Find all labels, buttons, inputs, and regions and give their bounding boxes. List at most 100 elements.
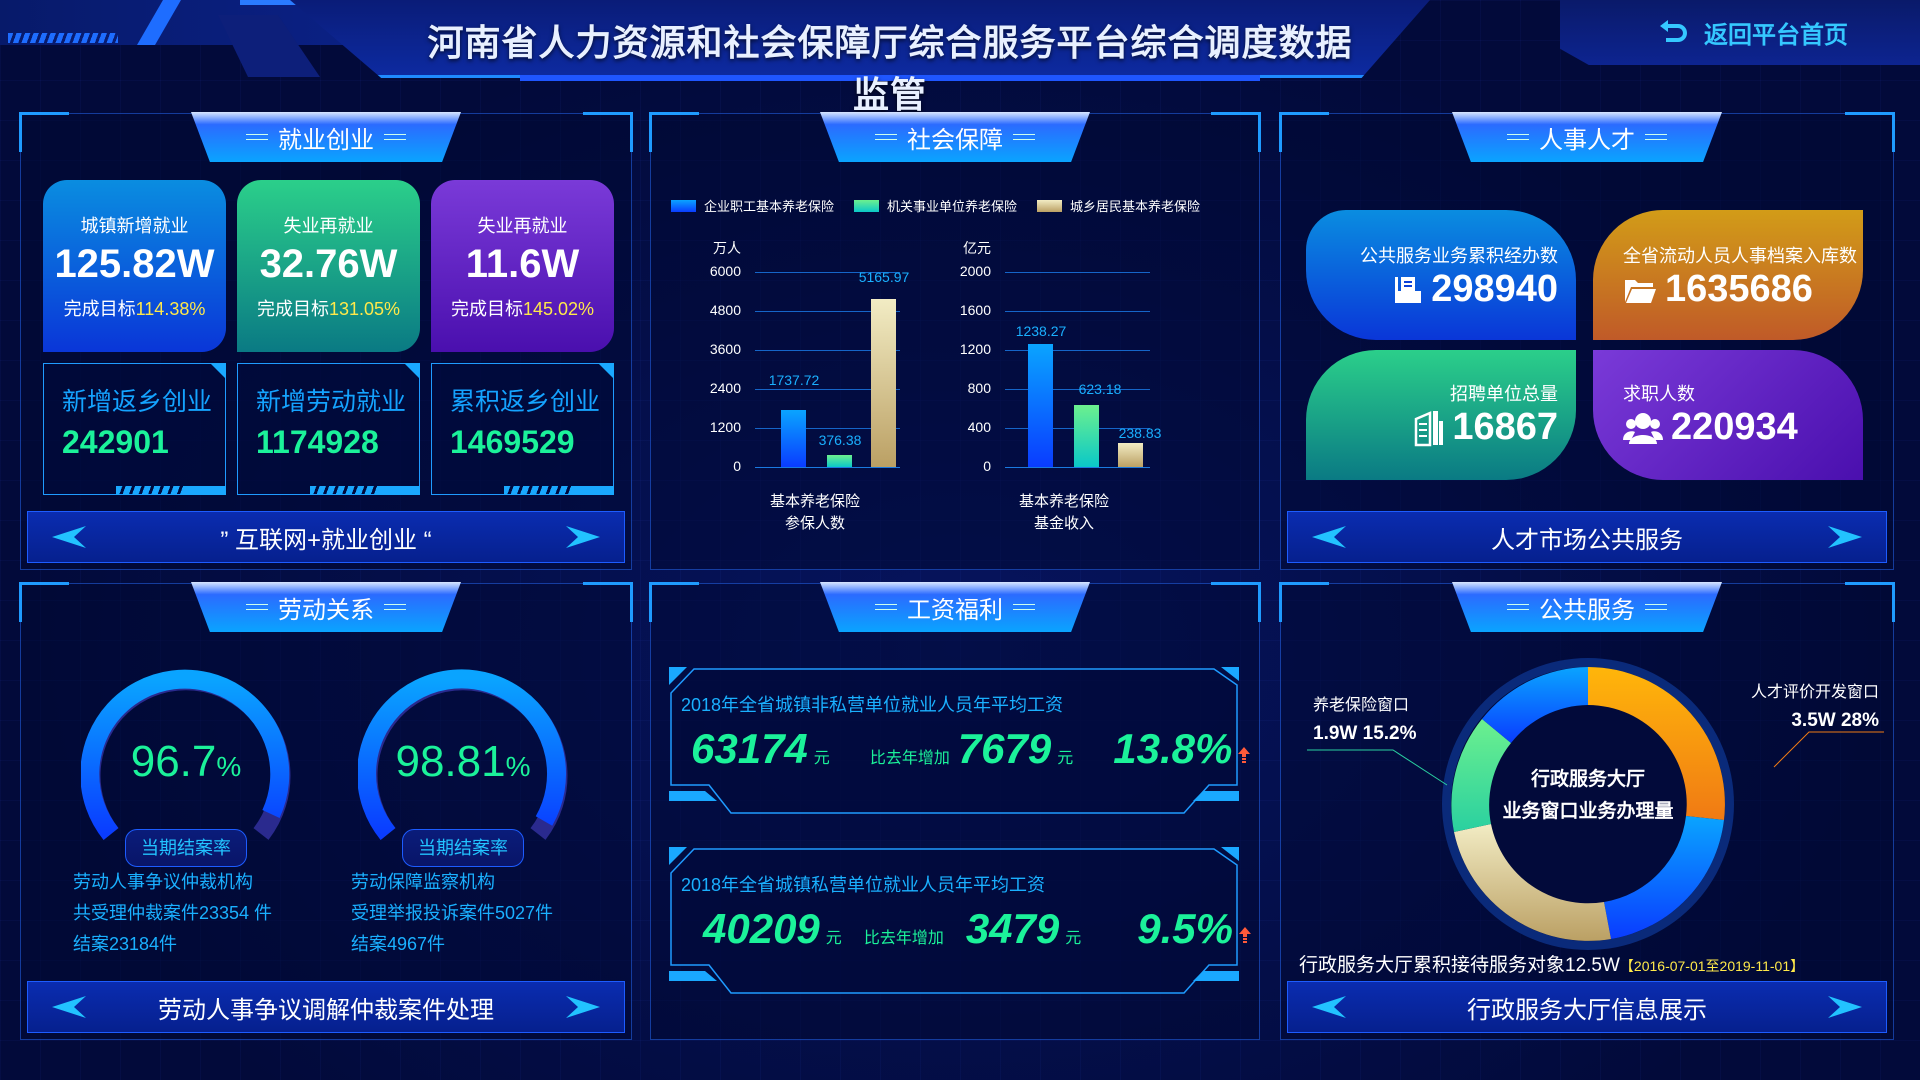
- next-arrow-icon[interactable]: [1828, 996, 1862, 1018]
- service-summary: 行政服务大厅累积接待服务对象12.5W【2016-07-01至2019-11-0…: [1299, 950, 1804, 977]
- gauge-info-inspection: 劳动保障监察机构 受理举报投诉案件5027件 结案4967件: [351, 867, 553, 960]
- stat-box-new-return-entrepreneurship: 新增返乡创业 242901: [43, 363, 226, 495]
- gridline: [1005, 389, 1150, 390]
- header: 河南省人力资源和社会保障厅综合服务平台综合调度数据监管: [0, 0, 1920, 115]
- legend-swatch: [671, 199, 696, 212]
- card-label: 招聘单位总量: [1450, 384, 1558, 404]
- unit: 元: [1057, 750, 1074, 767]
- stat-card-recruiting-units: 招聘单位总量 16867: [1306, 350, 1576, 480]
- info-line: 劳动保障监察机构: [351, 872, 495, 892]
- gauge-arc: [357, 669, 568, 840]
- legend-item[interactable]: 企业职工基本养老保险: [671, 196, 834, 215]
- corner-triangle: [404, 363, 420, 379]
- building-icon: [1415, 410, 1444, 446]
- y-tick: 1200: [709, 419, 741, 435]
- card-value-row: 298940: [1306, 268, 1558, 311]
- card-value: 16867: [1452, 406, 1558, 448]
- bar-urban-rural[interactable]: [1118, 443, 1143, 467]
- stat-label: 新增劳动就业: [256, 388, 407, 416]
- unit: 元: [825, 930, 842, 947]
- folder-icon: [1625, 279, 1656, 303]
- panel-social-security: 社会保障 企业职工基本养老保险 机关事业单位养老保险 城乡居民基本养老保险 万人…: [649, 112, 1261, 570]
- stripe-decoration: [574, 486, 614, 495]
- corner-decoration: [583, 112, 633, 152]
- stat-card-public-service-cases: 公共服务业务累积经办数 298940: [1306, 210, 1576, 340]
- card-target: 完成目标145.02%: [431, 295, 614, 321]
- corner-decoration: [1279, 112, 1329, 152]
- dash-decoration: [384, 604, 406, 610]
- stripe-decoration: [116, 486, 226, 495]
- bar-value-label: 238.83: [1118, 425, 1162, 441]
- back-to-home-button[interactable]: 返回平台首页: [1560, 0, 1920, 65]
- x-axis-label-line: 基本养老保险: [1018, 493, 1109, 510]
- prev-arrow-icon[interactable]: [1312, 526, 1346, 548]
- leader-lines: [1307, 731, 1884, 786]
- bar-enterprise[interactable]: [781, 410, 806, 467]
- wage-card-private: 2018年全省城镇私营单位就业人员年平均工资 40209 元 比去年增加 347…: [669, 847, 1252, 995]
- compare-label: 比去年增加: [863, 930, 944, 947]
- bar-urban-rural[interactable]: [871, 299, 896, 467]
- card-label: 失业再就业: [283, 216, 374, 236]
- bar-institution[interactable]: [1074, 405, 1099, 467]
- donut-chart-window-volume: [1442, 658, 1734, 950]
- stat-value: 242901: [62, 424, 169, 460]
- dash-decoration: [1013, 134, 1035, 140]
- gauge-info-arbitration: 劳动人事争议仲裁机构 共受理仲裁案件23354 件 结案23184件: [73, 867, 272, 960]
- gridline: [755, 428, 900, 429]
- gauge-label-pill: 当期结案率: [125, 829, 247, 867]
- legend-item[interactable]: 城乡居民基本养老保险: [1037, 196, 1200, 215]
- x-axis-label: 基本养老保险 参保人数: [735, 491, 895, 535]
- panel-title: 劳动关系: [191, 582, 461, 632]
- center-line: 业务窗口业务办理量: [1502, 801, 1674, 822]
- target-prefix: 完成目标: [63, 299, 136, 319]
- prev-arrow-icon[interactable]: [52, 996, 86, 1018]
- info-line: 共受理仲裁案件23354 件: [73, 903, 273, 923]
- stat-card-urban-new-employment: 城镇新增就业 125.82W 完成目标114.38%: [43, 180, 226, 352]
- bar-institution[interactable]: [827, 455, 852, 467]
- stripe-decoration: [380, 486, 420, 495]
- users-icon: [1623, 412, 1663, 444]
- panel-title-text: 社会保障: [907, 126, 1003, 154]
- y-tick: 4800: [709, 302, 741, 318]
- wage-percent: 13.8%: [1113, 725, 1233, 772]
- card-label: 公共服务业务累积经办数: [1360, 246, 1558, 266]
- tech-frame: [669, 847, 1239, 994]
- corner-decoration: [1211, 112, 1261, 152]
- y-tick: 0: [983, 458, 991, 474]
- panel-public-service: 公共服务 行政服务大厅 业务窗口业务办理量 养老保险窗口 1.9W 15.2% …: [1279, 582, 1895, 1040]
- prev-arrow-icon[interactable]: [1312, 996, 1346, 1018]
- x-axis-label-line: 参保人数: [784, 515, 845, 532]
- tech-frame: [669, 667, 1239, 814]
- panel-title-text: 就业创业: [278, 126, 374, 154]
- carousel-label: 人才市场公共服务: [1491, 526, 1683, 554]
- compare-label: 比去年增加: [869, 750, 950, 767]
- wage-amount: 63174: [691, 725, 808, 772]
- legend-label: 企业职工基本养老保险: [704, 199, 835, 214]
- y-tick: 800: [967, 380, 991, 396]
- corner-decoration: [19, 112, 69, 152]
- panel-title: 工资福利: [820, 582, 1090, 632]
- card-value: 32.76W: [259, 242, 398, 286]
- next-arrow-icon[interactable]: [566, 996, 600, 1018]
- prev-arrow-icon[interactable]: [52, 526, 86, 548]
- legend-item[interactable]: 机关事业单位养老保险: [854, 196, 1017, 215]
- corner-triangle: [210, 363, 226, 379]
- gridline: [1005, 311, 1150, 312]
- panel-title: 社会保障: [820, 112, 1090, 162]
- corner-decoration: [649, 582, 699, 622]
- chart-legend: 企业职工基本养老保险 机关事业单位养老保险 城乡居民基本养老保险: [671, 196, 1200, 215]
- stat-card-reemployment: 失业再就业 32.76W 完成目标131.05%: [237, 180, 420, 352]
- info-line: 结案4967件: [351, 934, 446, 954]
- panel-footer-carousel: 行政服务大厅信息展示: [1287, 981, 1887, 1033]
- card-target: 完成目标114.38%: [43, 295, 226, 321]
- bar-value-label: 5165.97: [858, 269, 910, 285]
- carousel-label: 劳动人事争议调解仲裁案件处理: [158, 996, 494, 1024]
- panel-title-text: 劳动关系: [278, 596, 374, 624]
- y-tick: 0: [733, 458, 741, 474]
- next-arrow-icon[interactable]: [1828, 526, 1862, 548]
- up-arrow-icon: [1239, 927, 1252, 943]
- bar-enterprise[interactable]: [1028, 344, 1053, 467]
- next-arrow-icon[interactable]: [566, 526, 600, 548]
- unit: 元: [813, 750, 830, 767]
